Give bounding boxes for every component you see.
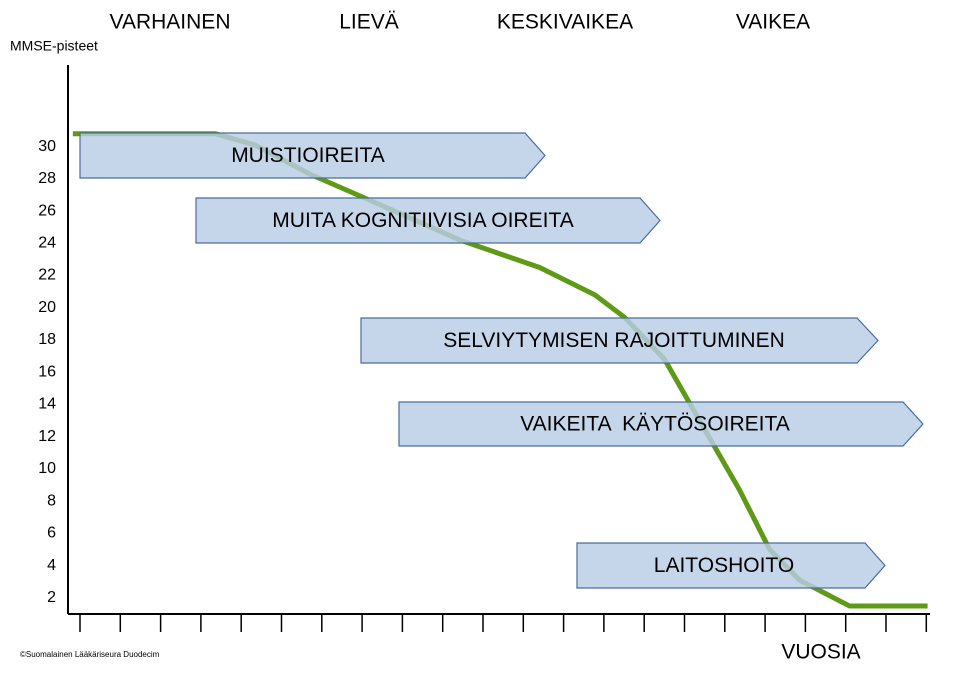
y-tick-label: 20: [38, 299, 56, 316]
y-tick-label: 16: [38, 363, 56, 380]
band-label: MUITA KOGNITIIVISIA OIREITA: [272, 209, 573, 232]
y-tick-label: 12: [38, 428, 56, 445]
stage-label: LIEVÄ: [339, 11, 399, 34]
band-label: MUISTIOIREITA: [231, 144, 385, 167]
copyright: ©Suomalainen Lääkäriseura Duodecim: [20, 650, 160, 659]
y-tick-label: 10: [38, 460, 56, 477]
band-label: SELVIYTYMISEN RAJOITTUMINEN: [443, 329, 785, 352]
stage-label: VARHAINEN: [110, 11, 231, 34]
y-tick-label: 26: [38, 202, 56, 219]
y-tick-label: 30: [38, 138, 56, 155]
y-tick-label: 8: [47, 492, 56, 509]
y-axis-label: MMSE-pisteet: [10, 38, 98, 54]
y-tick-label: 6: [47, 525, 56, 542]
y-tick-label: 22: [38, 267, 56, 284]
y-tick-label: 14: [38, 396, 56, 413]
stage-label: KESKIVAIKEA: [497, 11, 633, 34]
y-tick-label: 28: [38, 170, 56, 187]
band-arrow: [398, 401, 924, 447]
band-label: LAITOSHOITO: [654, 554, 794, 577]
y-tick-label: 2: [47, 589, 56, 606]
band-arrow: [576, 542, 886, 589]
band-arrow: [195, 197, 661, 244]
y-tick-label: 24: [38, 235, 56, 252]
band-arrow: [79, 132, 546, 179]
x-axis-label: VUOSIA: [781, 641, 860, 664]
band-arrow: [360, 317, 879, 364]
y-tick-label: 4: [47, 557, 56, 574]
stage-label: VAIKEA: [736, 11, 810, 34]
y-tick-label: 18: [38, 331, 56, 348]
band-label: VAIKEITA KÄYTÖSOIREITA: [520, 413, 790, 436]
